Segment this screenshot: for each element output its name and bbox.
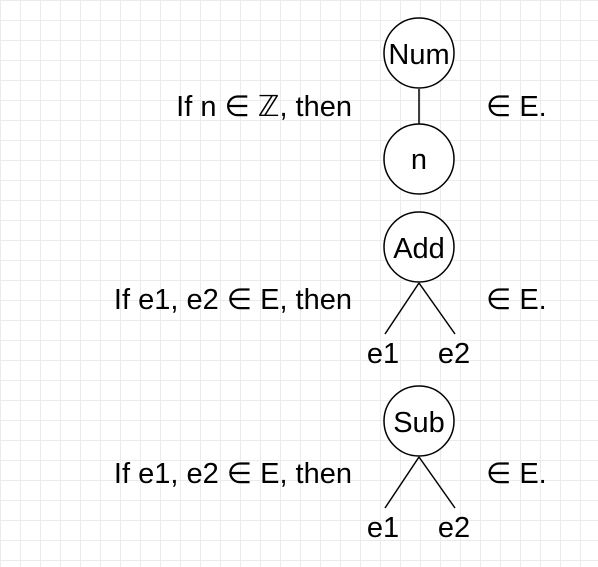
num-node bbox=[383, 17, 455, 89]
sub-node-label: Sub bbox=[393, 407, 445, 439]
rule-num-premise: If n ∈ ℤ, then bbox=[176, 91, 352, 123]
rule-add-conclusion: ∈ E. bbox=[486, 284, 547, 316]
add-node-label: Add bbox=[393, 233, 445, 265]
rule-sub-premise: If e1, e2 ∈ E, then bbox=[113, 458, 352, 490]
num-node-label: Num bbox=[388, 39, 449, 71]
rule-add-premise: If e1, e2 ∈ E, then bbox=[113, 284, 352, 316]
add-edge-right bbox=[418, 282, 456, 335]
num-tree: Num n bbox=[383, 17, 455, 195]
sub-child-e1: e1 bbox=[367, 512, 399, 544]
n-node-label: n bbox=[411, 144, 427, 176]
add-tree: Add e1 e2 bbox=[367, 211, 470, 370]
sub-child-e2: e2 bbox=[438, 512, 470, 544]
sub-edge-left bbox=[384, 456, 420, 509]
n-node bbox=[383, 123, 455, 195]
add-node bbox=[383, 211, 455, 283]
rule-sub-conclusion: ∈ E. bbox=[486, 458, 547, 490]
add-edge-left bbox=[384, 282, 420, 335]
sub-edge-right bbox=[418, 456, 456, 509]
add-child-e2: e2 bbox=[438, 338, 470, 370]
add-child-e1: e1 bbox=[367, 338, 399, 370]
rule-num-conclusion: ∈ E. bbox=[486, 91, 547, 123]
sub-node bbox=[383, 385, 455, 457]
sub-tree: Sub e1 e2 bbox=[367, 385, 470, 544]
